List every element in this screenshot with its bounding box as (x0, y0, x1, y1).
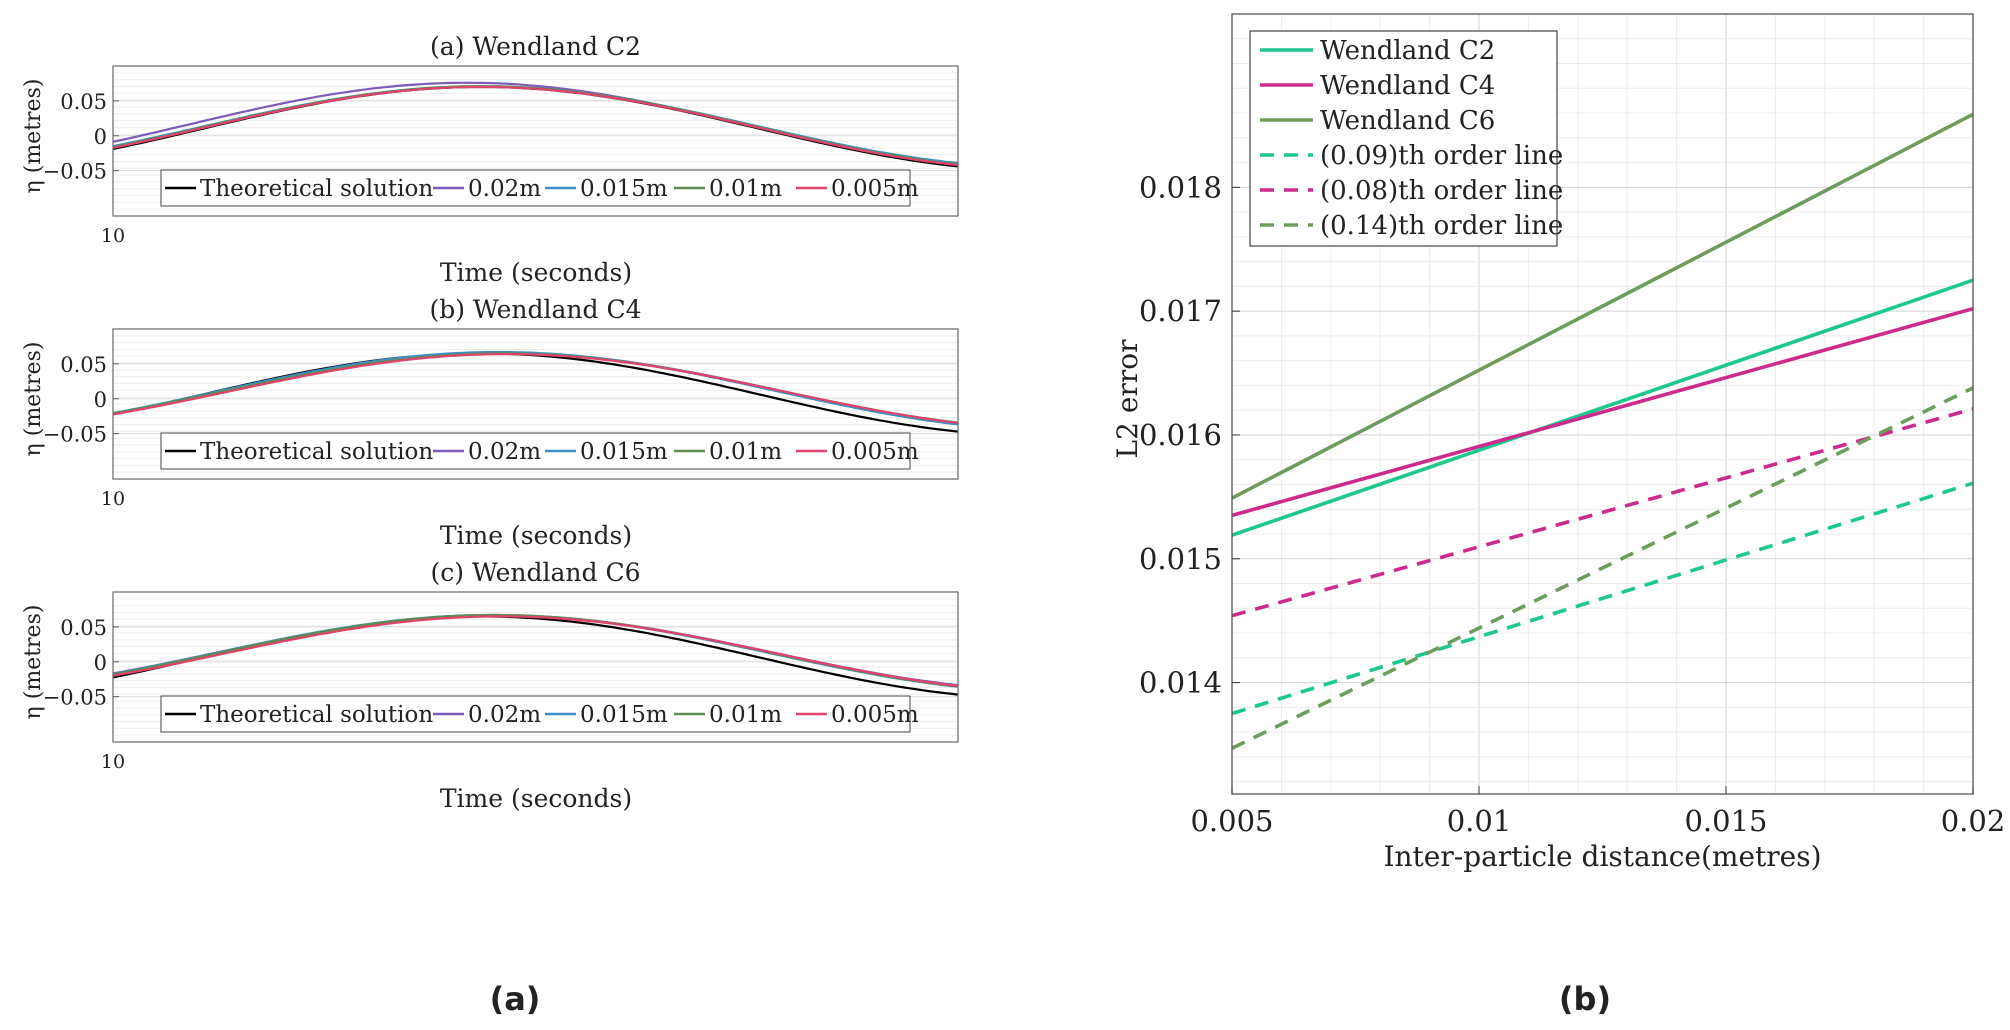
legend-label: 0.015m (580, 702, 668, 728)
y-tick-label: 0 (94, 125, 107, 149)
x-tick-label: 10 (101, 488, 125, 510)
subfigure-a: (a) Wendland C20.050−0.05η (metres)10Tim… (21, 32, 959, 813)
legend-label: 0.005m (831, 176, 919, 202)
legend-label: 0.015m (580, 439, 668, 465)
legend-label: Theoretical solution (200, 176, 433, 202)
legend-label: (0.14)th order line (1320, 211, 1563, 241)
wave-panel-3: (c) Wendland C6 0.05 0 −0.05η (metres) 10 Tim… (21, 558, 959, 813)
y-axis-label: L2 error (1111, 339, 1144, 459)
y-tick-label: 0.015 (1139, 542, 1222, 576)
legend-label: Wendland C4 (1320, 71, 1495, 101)
plot-frame (1231, 13, 1974, 795)
legend-label: 0.01m (709, 702, 782, 728)
legend-label: 0.005m (831, 702, 919, 728)
x-tick-label: 0.005 (1190, 804, 1273, 838)
y-tick-label: 0.014 (1139, 666, 1222, 700)
y-axis-label: η (metres) (21, 605, 46, 720)
series-line-wendland-c2 (1231, 278, 1974, 537)
y-tick-label: −0.05 (43, 423, 107, 447)
legend-label: 0.015m (580, 176, 668, 202)
series-line-0-005m (112, 353, 959, 425)
y-tick-label: 0.016 (1139, 418, 1222, 452)
x-axis-label: Time (seconds) (440, 784, 632, 813)
legend-label: Theoretical solution (200, 439, 433, 465)
x-tick-label: 0.015 (1684, 804, 1767, 838)
series-line-0-005m (112, 615, 959, 687)
legend-box (160, 432, 911, 470)
legend: Theoretical solution 0.02m 0.015m 0.01m 0.00… (160, 695, 919, 733)
plot-frame (112, 591, 959, 743)
legend-label: 0.01m (709, 439, 782, 465)
legend-label: 0.02m (468, 176, 541, 202)
wave-panel-1: (a) Wendland C2 0.05 0 −0.05η (metres) 10 Tim… (21, 32, 959, 287)
legend-box (1249, 30, 1558, 247)
legend-label: 0.02m (468, 702, 541, 728)
x-axis-label: Time (seconds) (440, 521, 632, 550)
legend-label: (0.09)th order line (1320, 141, 1563, 171)
legend-label: Wendland C2 (1320, 36, 1495, 66)
legend: Theoretical solution 0.02m 0.015m 0.01m 0.00… (160, 432, 919, 470)
legend: Theoretical solution 0.02m 0.015m 0.01m 0.00… (160, 169, 919, 207)
panel-label-b: (b) (1559, 980, 1611, 1018)
y-tick-label: 0 (94, 651, 107, 675)
panel-label-a: (a) (490, 980, 541, 1018)
legend-label: 0.005m (831, 439, 919, 465)
x-tick-label: 10 (101, 225, 125, 247)
legend: Wendland C2 Wendland C4 Wendland C6 (0.09)t… (1249, 30, 1563, 247)
convergence-plot: 0.005 0.01 0.015 0.02 0.014 0.015 0.016 0.017 0.… (1111, 13, 2006, 873)
y-tick-label: −0.05 (43, 686, 107, 710)
legend-box (160, 169, 911, 207)
subfigure-b: 0.005 0.01 0.015 0.02 0.014 0.015 0.016 0.017 0.… (1111, 13, 2006, 873)
plot-frame (112, 328, 959, 480)
series-line--0-08-th-order-line (1231, 407, 1974, 618)
legend-label: 0.02m (468, 439, 541, 465)
series-line--0-14-th-order-line (1231, 386, 1974, 750)
legend-label: Theoretical solution (200, 702, 433, 728)
series-line--0-09-th-order-line (1231, 481, 1974, 716)
y-tick-label: 0.017 (1139, 294, 1222, 328)
x-axis-label: Time (seconds) (440, 258, 632, 287)
legend-label: Wendland C6 (1320, 106, 1495, 136)
legend-box (160, 695, 911, 733)
wave-panel-2: (b) Wendland C4 0.05 0 −0.05η (metres) 10 Tim… (21, 295, 959, 550)
y-tick-label: 0.018 (1139, 170, 1222, 204)
x-tick-label: 0.01 (1447, 804, 1512, 838)
y-tick-label: 0.05 (60, 90, 107, 114)
y-tick-label: 0.05 (60, 616, 107, 640)
series-line-wendland-c6 (1231, 112, 1974, 500)
series-line-0-005m (112, 85, 959, 167)
legend-label: (0.08)th order line (1320, 176, 1563, 206)
panel-title: (b) Wendland C4 (430, 295, 642, 324)
legend-label: 0.01m (709, 176, 782, 202)
series-line-wendland-c4 (1231, 306, 1974, 518)
y-tick-label: −0.05 (43, 160, 107, 184)
y-axis-label: η (metres) (21, 342, 46, 457)
y-axis-label: η (metres) (21, 79, 46, 194)
panel-title: (a) Wendland C2 (430, 32, 641, 61)
plot-frame (112, 65, 959, 217)
y-tick-label: 0.05 (60, 353, 107, 377)
x-axis-label: Inter-particle distance(metres) (1383, 840, 1821, 873)
panel-title: (c) Wendland C6 (431, 558, 641, 587)
y-tick-label: 0 (94, 388, 107, 412)
x-tick-label: 0.02 (1941, 804, 2006, 838)
x-tick-label: 10 (101, 751, 125, 773)
